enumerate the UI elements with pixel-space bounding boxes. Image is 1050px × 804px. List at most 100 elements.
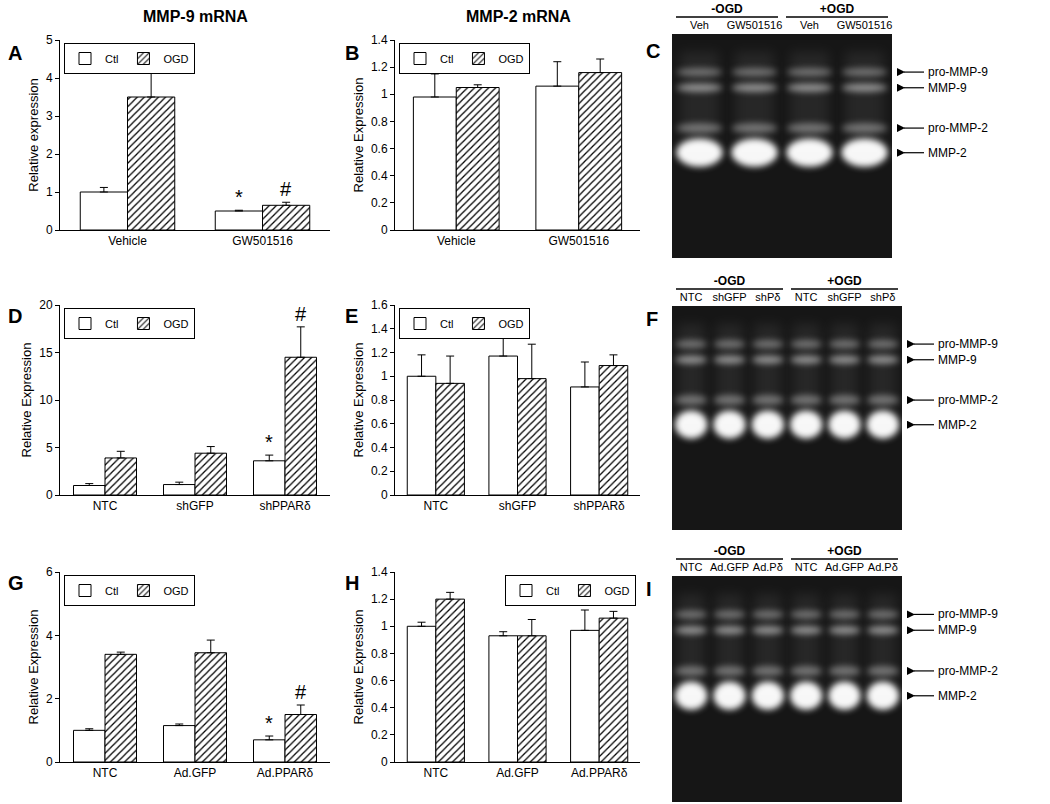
svg-text:Relative expression: Relative expression bbox=[26, 78, 41, 191]
svg-text:Ctl: Ctl bbox=[440, 318, 453, 330]
svg-text:Ctl: Ctl bbox=[105, 585, 118, 597]
svg-text:0: 0 bbox=[46, 488, 53, 502]
svg-text:GW501516: GW501516 bbox=[837, 19, 893, 31]
svg-text:Ad.Pδ: Ad.Pδ bbox=[868, 561, 898, 573]
svg-text:#: # bbox=[295, 681, 307, 703]
svg-text:NTC: NTC bbox=[93, 766, 118, 780]
svg-text:+OGD: +OGD bbox=[827, 274, 862, 288]
svg-text:0: 0 bbox=[46, 223, 53, 237]
svg-text:F: F bbox=[646, 308, 658, 330]
svg-text:Veh: Veh bbox=[690, 19, 709, 31]
svg-text:OGD: OGD bbox=[163, 585, 188, 597]
svg-text:1: 1 bbox=[381, 369, 388, 383]
svg-text:MMP-9: MMP-9 bbox=[928, 81, 967, 95]
svg-text:Ad.GFP: Ad.GFP bbox=[174, 766, 217, 780]
svg-text:pro-MMP-2: pro-MMP-2 bbox=[938, 664, 998, 678]
svg-text:NTC: NTC bbox=[423, 499, 448, 513]
svg-text:Ad.GFP: Ad.GFP bbox=[496, 766, 539, 780]
svg-text:6: 6 bbox=[46, 565, 53, 579]
svg-text:0.4: 0.4 bbox=[371, 441, 388, 455]
svg-text:NTC: NTC bbox=[795, 291, 818, 303]
svg-text:pro-MMP-9: pro-MMP-9 bbox=[928, 65, 988, 79]
svg-text:*: * bbox=[265, 712, 273, 734]
svg-text:OGD: OGD bbox=[498, 318, 523, 330]
svg-text:Ad.Pδ: Ad.Pδ bbox=[753, 561, 783, 573]
svg-text:1: 1 bbox=[381, 619, 388, 633]
svg-text:Relative Expression: Relative Expression bbox=[19, 343, 34, 458]
svg-text:*: * bbox=[265, 431, 273, 453]
svg-text:0.6: 0.6 bbox=[371, 417, 388, 431]
svg-text:shGFP: shGFP bbox=[499, 499, 536, 513]
svg-text:0.6: 0.6 bbox=[371, 674, 388, 688]
svg-text:OGD: OGD bbox=[604, 585, 629, 597]
svg-text:C: C bbox=[646, 40, 660, 62]
svg-text:I: I bbox=[646, 578, 652, 600]
svg-text:0.4: 0.4 bbox=[371, 169, 388, 183]
svg-text:1.2: 1.2 bbox=[371, 60, 388, 74]
svg-text:+OGD: +OGD bbox=[827, 544, 862, 558]
svg-text:Ad.PPARδ: Ad.PPARδ bbox=[571, 766, 628, 780]
svg-text:Ad.GFP: Ad.GFP bbox=[825, 561, 864, 573]
svg-text:shGFP: shGFP bbox=[827, 291, 861, 303]
svg-text:Ctl: Ctl bbox=[105, 318, 118, 330]
svg-text:#: # bbox=[280, 178, 292, 200]
svg-text:NTC: NTC bbox=[680, 561, 703, 573]
svg-text:2: 2 bbox=[46, 147, 53, 161]
svg-text:-OGD: -OGD bbox=[714, 544, 746, 558]
svg-text:5: 5 bbox=[46, 441, 53, 455]
svg-text:shPδ: shPδ bbox=[755, 291, 780, 303]
svg-text:NTC: NTC bbox=[423, 766, 448, 780]
svg-text:MMP-2: MMP-2 bbox=[938, 689, 977, 703]
svg-text:MMP-9: MMP-9 bbox=[938, 623, 977, 637]
svg-text:H: H bbox=[345, 572, 359, 594]
svg-text:*: * bbox=[235, 186, 243, 208]
svg-text:G: G bbox=[8, 572, 24, 594]
svg-text:MMP-2: MMP-2 bbox=[938, 418, 977, 432]
svg-text:0: 0 bbox=[381, 223, 388, 237]
svg-text:0.8: 0.8 bbox=[371, 115, 388, 129]
svg-text:Veh: Veh bbox=[800, 19, 819, 31]
svg-text:#: # bbox=[295, 303, 307, 325]
svg-text:1.2: 1.2 bbox=[371, 592, 388, 606]
svg-text:0.2: 0.2 bbox=[371, 196, 388, 210]
svg-text:OGD: OGD bbox=[163, 53, 188, 65]
svg-text:1: 1 bbox=[381, 87, 388, 101]
svg-text:NTC: NTC bbox=[795, 561, 818, 573]
svg-text:1.4: 1.4 bbox=[371, 565, 388, 579]
svg-text:Relative Expression: Relative Expression bbox=[26, 610, 41, 725]
svg-text:Ctl: Ctl bbox=[440, 53, 453, 65]
svg-text:Ctl: Ctl bbox=[105, 53, 118, 65]
svg-text:Vehicle: Vehicle bbox=[437, 234, 476, 248]
svg-text:GW501516: GW501516 bbox=[727, 19, 783, 31]
svg-text:0.8: 0.8 bbox=[371, 393, 388, 407]
svg-text:shPPARδ: shPPARδ bbox=[259, 499, 310, 513]
svg-text:3: 3 bbox=[46, 109, 53, 123]
svg-text:1.4: 1.4 bbox=[371, 33, 388, 47]
svg-text:MMP-2 mRNA: MMP-2 mRNA bbox=[466, 8, 571, 25]
svg-text:0.4: 0.4 bbox=[371, 701, 388, 715]
svg-text:shGFP: shGFP bbox=[176, 499, 213, 513]
svg-text:Relative Expression: Relative Expression bbox=[351, 610, 366, 725]
svg-text:0.6: 0.6 bbox=[371, 142, 388, 156]
svg-text:shGFP: shGFP bbox=[712, 291, 746, 303]
svg-text:0: 0 bbox=[381, 488, 388, 502]
svg-text:-OGD: -OGD bbox=[714, 274, 746, 288]
svg-text:MMP-2: MMP-2 bbox=[928, 146, 967, 160]
svg-text:pro-MMP-9: pro-MMP-9 bbox=[938, 607, 998, 621]
svg-text:D: D bbox=[8, 305, 22, 327]
svg-text:A: A bbox=[8, 42, 22, 64]
svg-text:0: 0 bbox=[381, 755, 388, 769]
svg-text:MMP-9 mRNA: MMP-9 mRNA bbox=[143, 8, 248, 25]
svg-text:+OGD: +OGD bbox=[820, 2, 855, 16]
svg-text:10: 10 bbox=[39, 393, 53, 407]
svg-text:4: 4 bbox=[46, 71, 53, 85]
svg-text:NTC: NTC bbox=[93, 499, 118, 513]
svg-text:-OGD: -OGD bbox=[711, 2, 743, 16]
svg-text:OGD: OGD bbox=[163, 318, 188, 330]
svg-text:GW501516: GW501516 bbox=[548, 234, 609, 248]
svg-text:1: 1 bbox=[46, 185, 53, 199]
svg-text:2: 2 bbox=[46, 692, 53, 706]
svg-text:1.2: 1.2 bbox=[371, 346, 388, 360]
svg-text:shPPARδ: shPPARδ bbox=[574, 499, 625, 513]
svg-text:shPδ: shPδ bbox=[870, 291, 895, 303]
